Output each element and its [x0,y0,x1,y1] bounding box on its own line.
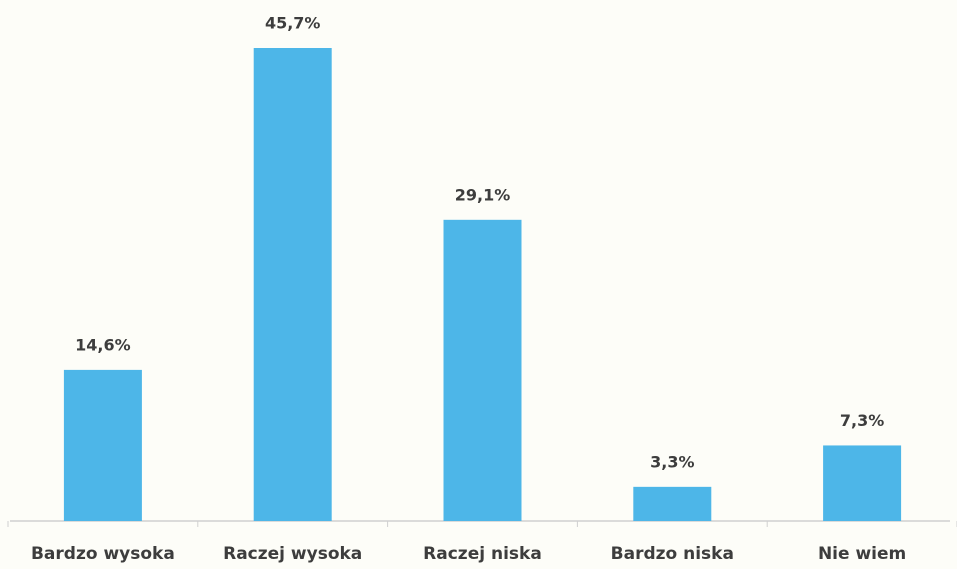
value-label: 45,7% [265,14,321,33]
bar [63,369,142,521]
bar [443,219,522,521]
x-tick-label: Raczej wysoka [223,544,362,564]
value-label: 3,3% [650,452,694,471]
value-label: 14,6% [75,335,131,354]
value-label: 29,1% [455,185,511,204]
x-tick-label: Nie wiem [818,544,906,564]
bar [823,445,902,521]
x-tick-label: Raczej niska [423,544,542,564]
value-label: 7,3% [840,411,884,430]
bar [253,48,332,521]
bar [633,486,712,521]
x-tick-label: Bardzo wysoka [31,544,175,564]
x-tick-label: Bardzo niska [611,544,734,564]
